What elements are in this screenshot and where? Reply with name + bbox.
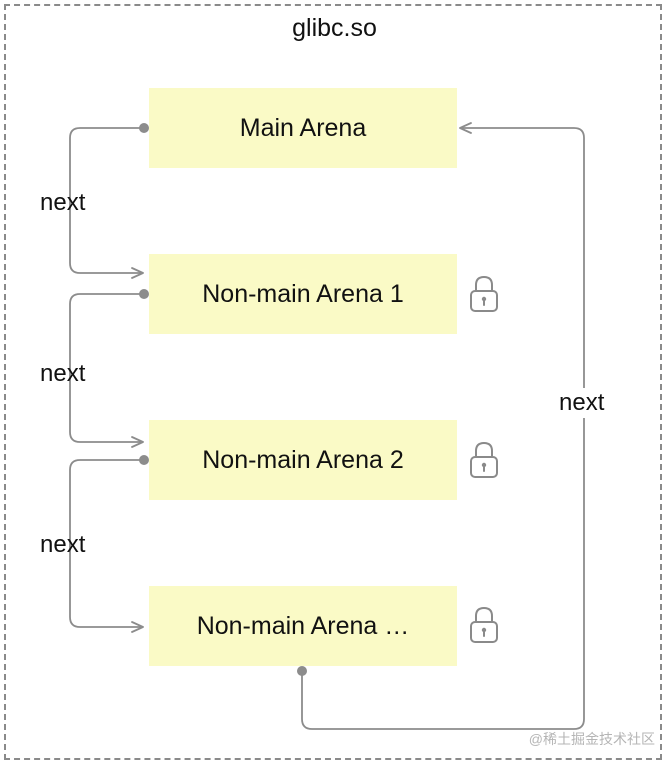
connector-dot <box>139 289 149 299</box>
next-connector-3 <box>69 455 149 633</box>
watermark: @稀土掘金技术社区 <box>528 731 655 747</box>
next-label: next <box>40 189 86 216</box>
next-label: next <box>40 360 86 387</box>
connector-dot <box>297 666 307 676</box>
arena-box-2: Non-main Arena 2 <box>149 420 457 500</box>
next-connector-return <box>297 122 585 730</box>
arena-label: Non-main Arena 2 <box>202 445 404 474</box>
next-connector-1 <box>69 123 149 279</box>
arena-label: Non-main Arena … <box>196 611 410 640</box>
connector-dot <box>139 123 149 133</box>
arena-label: Non-main Arena 1 <box>202 279 404 308</box>
arena-box-n: Non-main Arena … <box>149 586 457 666</box>
next-label-return: next <box>557 388 607 418</box>
next-connector-2 <box>69 289 149 448</box>
lock-icon <box>470 606 498 643</box>
lock-icon <box>470 441 498 478</box>
arena-box-1: Non-main Arena 1 <box>149 254 457 334</box>
container-title: glibc.so <box>292 14 377 42</box>
connector-dot <box>139 455 149 465</box>
next-label: next <box>40 531 86 558</box>
arena-label: Main Arena <box>239 113 367 142</box>
lock-icon <box>470 275 498 312</box>
glibc-container <box>4 4 662 760</box>
arena-box-main: Main Arena <box>149 88 457 168</box>
